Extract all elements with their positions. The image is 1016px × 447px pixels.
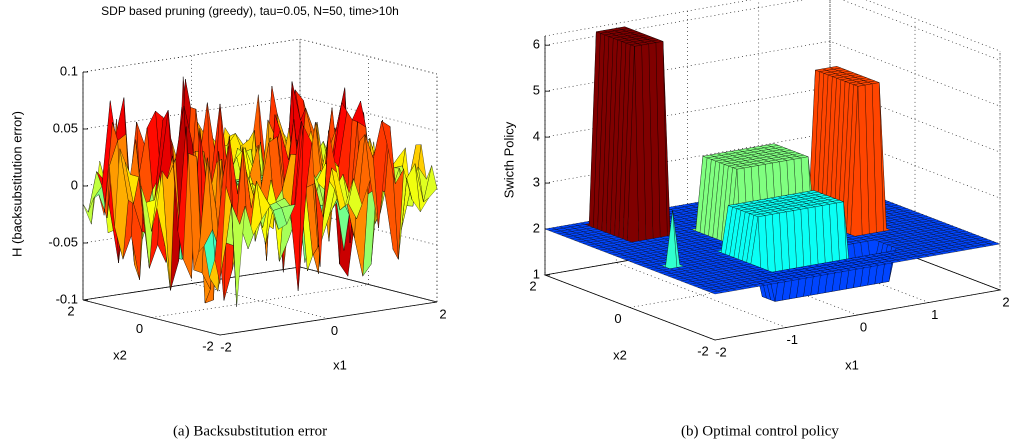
y-tick-label: 0 xyxy=(136,321,143,336)
z-axis-label: H (backsubstitution error) xyxy=(9,111,24,257)
z-tick-label: 1 xyxy=(533,266,540,281)
y-tick-label: -2 xyxy=(202,338,214,353)
x-axis-label: x1 xyxy=(845,357,859,372)
x-tick-label: 2 xyxy=(1002,294,1009,309)
z-tick-label: 5 xyxy=(533,83,540,98)
grid-line xyxy=(615,23,787,328)
grid-line xyxy=(82,266,438,303)
z-tick-label: -0.1 xyxy=(56,291,78,306)
z-tick-label: 2 xyxy=(533,220,540,235)
y-axis-label: x2 xyxy=(613,347,627,362)
x-tick-label: 0 xyxy=(860,319,867,334)
grid-line xyxy=(544,0,1001,61)
x-tick-label: 2 xyxy=(439,306,446,321)
z-tick-label: 0 xyxy=(71,177,78,192)
caption: (b) Optimal control policy xyxy=(681,423,839,439)
axis-box xyxy=(544,0,1001,52)
y-tick-label: 0 xyxy=(614,311,621,326)
chart-title: SDP based pruning (greedy), tau=0.05, N=… xyxy=(101,4,399,18)
grid-line xyxy=(82,38,438,75)
z-tick-label: 3 xyxy=(533,175,540,190)
x-tick-label: 0 xyxy=(331,323,338,338)
surface xyxy=(82,76,438,307)
x-tick-label: 1 xyxy=(931,307,938,322)
surface xyxy=(544,26,1001,302)
z-tick-label: -0.05 xyxy=(48,234,78,249)
z-axis-label: Swicth Policy xyxy=(501,121,516,198)
surface-patch xyxy=(214,146,229,284)
x-tick-label: -1 xyxy=(786,332,798,347)
x-axis-label: x1 xyxy=(333,357,347,372)
y-tick-label: -2 xyxy=(697,343,709,358)
z-tick-label: 0.1 xyxy=(60,63,78,78)
x-tick-label: -2 xyxy=(715,344,727,359)
y-tick-label: 2 xyxy=(67,303,74,318)
z-tick-label: 0.05 xyxy=(53,120,78,135)
z-tick-label: 4 xyxy=(533,129,540,144)
y-axis-label: x2 xyxy=(113,347,127,362)
caption: (a) Backsubstitution error xyxy=(173,423,327,439)
axis-box xyxy=(82,38,438,75)
x-tick-label: -2 xyxy=(220,339,232,354)
surface-patch xyxy=(710,291,723,295)
z-tick-label: 6 xyxy=(533,37,540,52)
grid-line xyxy=(829,0,1001,291)
y-tick-label: 2 xyxy=(529,278,536,293)
grid-line xyxy=(544,36,716,341)
grid-line xyxy=(714,51,1001,341)
